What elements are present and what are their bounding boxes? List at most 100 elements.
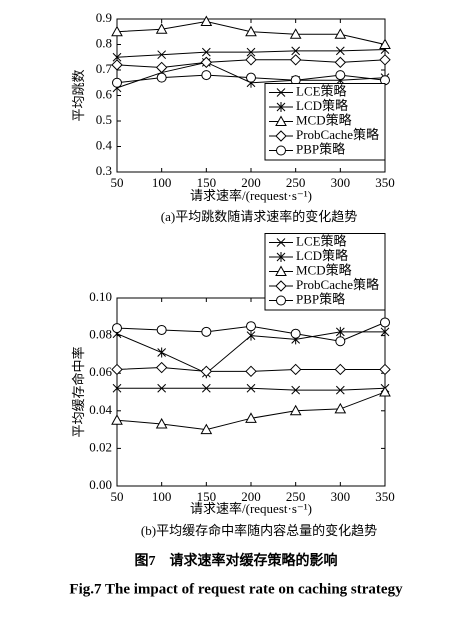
data-point	[291, 385, 301, 395]
data-point	[200, 423, 213, 435]
y-tick-label: 0.5	[96, 112, 112, 127]
data-point	[379, 363, 391, 376]
data-point	[111, 363, 123, 376]
data-point	[289, 54, 302, 66]
y-tick-label: 0.08	[89, 327, 112, 342]
data-point	[156, 72, 167, 83]
data-point	[112, 52, 122, 62]
data-point	[111, 25, 123, 37]
data-point	[290, 328, 301, 339]
legend-marker	[275, 115, 287, 126]
data-point	[157, 347, 167, 358]
data-point	[157, 383, 167, 393]
legend-label: LCD策略	[296, 248, 348, 263]
data-point	[155, 61, 168, 74]
y-tick-label: 0.04	[89, 402, 112, 417]
y-axis-label: 平均缓存命中率	[71, 346, 86, 437]
legend-label: ProbCache策略	[296, 127, 379, 142]
figure-caption-en: Fig.7 The impact of request rate on cach…	[69, 581, 403, 597]
data-point	[245, 54, 257, 66]
x-tick-label: 150	[197, 489, 217, 504]
data-point	[155, 361, 168, 374]
legend-label: MCD策略	[296, 112, 352, 127]
x-tick-label: 350	[375, 175, 395, 190]
data-point	[157, 50, 167, 60]
series-line	[116, 391, 386, 431]
legend-marker	[275, 280, 287, 292]
x-axis-label: 请求速率/(request·s⁻¹)	[190, 501, 312, 516]
x-tick-label: 300	[331, 489, 351, 504]
x-tick-label: 300	[331, 175, 351, 190]
data-point	[245, 321, 257, 332]
data-point	[245, 72, 257, 83]
x-tick-label: 250	[286, 175, 306, 190]
legend-marker	[275, 130, 287, 142]
x-tick-label: 100	[152, 489, 172, 504]
y-tick-label: 0.7	[96, 61, 113, 76]
legend-label: PBP策略	[296, 291, 345, 306]
legend-marker	[276, 102, 286, 112]
data-point	[201, 383, 211, 393]
data-point	[200, 365, 213, 378]
x-tick-label: 200	[241, 489, 261, 504]
y-tick-label: 0.02	[89, 439, 112, 454]
x-tick-label: 200	[241, 175, 261, 190]
y-tick-label: 0.10	[89, 289, 112, 304]
data-point	[334, 28, 347, 39]
data-point	[156, 324, 167, 335]
data-point	[380, 326, 390, 337]
legend-label: LCD策略	[296, 98, 348, 113]
x-axis-label: 请求速率/(request·s⁻¹)	[190, 188, 312, 203]
data-point	[246, 383, 256, 393]
data-point	[335, 385, 345, 395]
y-tick-label: 0.06	[89, 364, 112, 379]
y-tick-label: 0.00	[89, 477, 112, 492]
x-tick-label: 100	[152, 175, 172, 190]
y-tick-label: 0.6	[96, 86, 113, 101]
data-point	[245, 25, 257, 37]
data-point	[155, 23, 168, 34]
data-point	[379, 317, 391, 328]
data-point	[111, 59, 123, 71]
data-point	[112, 383, 122, 393]
legend-label: PBP策略	[296, 141, 345, 156]
data-point	[111, 323, 123, 334]
data-point	[200, 15, 213, 27]
data-point	[289, 28, 302, 39]
legend-marker	[275, 145, 287, 156]
y-tick-label: 0.8	[96, 35, 112, 50]
y-axis-label: 平均跳数	[71, 69, 86, 121]
data-point	[379, 385, 391, 397]
data-point	[111, 77, 123, 88]
data-point	[334, 363, 347, 376]
data-point	[291, 46, 301, 56]
legend-marker	[275, 295, 287, 306]
data-point	[155, 417, 168, 429]
data-point	[200, 56, 213, 69]
data-point	[334, 56, 347, 69]
data-point	[111, 414, 123, 425]
figure-caption-zh: 图7 请求速率对缓存策略的影响	[135, 552, 338, 569]
legend-marker	[276, 88, 286, 97]
data-point	[335, 336, 346, 347]
y-tick-label: 0.3	[96, 163, 112, 178]
x-tick-label: 150	[197, 175, 217, 190]
data-point	[246, 330, 256, 341]
data-point	[201, 326, 212, 337]
y-tick-label: 0.4	[96, 137, 113, 152]
data-point	[379, 54, 391, 66]
data-point	[245, 365, 257, 378]
x-tick-label: 250	[286, 489, 306, 504]
legend-marker	[276, 252, 286, 262]
x-tick-label: 50	[111, 489, 124, 504]
data-point	[201, 70, 212, 81]
data-point	[379, 38, 391, 49]
x-tick-label: 350	[375, 489, 395, 504]
legend-label: ProbCache策略	[296, 277, 379, 292]
legend-label: LCE策略	[296, 233, 347, 248]
data-point	[245, 412, 257, 423]
legend-marker	[275, 265, 287, 276]
y-tick-label: 0.9	[96, 10, 112, 25]
data-point	[334, 402, 347, 414]
